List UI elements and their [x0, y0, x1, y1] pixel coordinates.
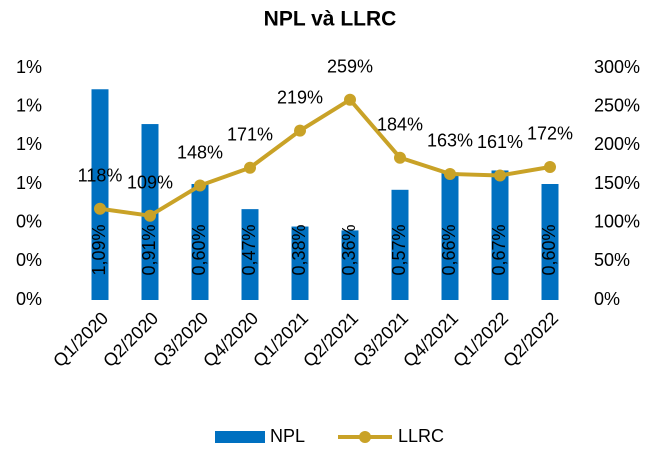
- line-value-label: 184%: [377, 114, 423, 134]
- bar: [441, 172, 459, 300]
- bar: [241, 209, 259, 300]
- y-tick-label: 1%: [16, 134, 42, 154]
- y2-tick-label: 150%: [594, 173, 640, 193]
- bar-value-label: 0,67%: [489, 224, 509, 275]
- bar-value-label: 0,60%: [189, 224, 209, 275]
- y2-tick-label: 300%: [594, 57, 640, 77]
- bar-value-label: 0,57%: [389, 224, 409, 275]
- line-value-label: 161%: [477, 132, 523, 152]
- bar: [191, 184, 209, 300]
- y2-tick-label: 50%: [594, 250, 630, 270]
- x-tick-label: Q2/2022: [499, 308, 562, 371]
- line-value-label: 163%: [427, 131, 473, 151]
- bar-value-label: 0,66%: [439, 224, 459, 275]
- bar-value-label: 0,36%: [339, 224, 359, 275]
- legend-swatch: [215, 431, 265, 443]
- chart-title: NPL và LLRC: [264, 8, 397, 31]
- y-tick-label: 0%: [16, 211, 42, 231]
- y2-tick-label: 0%: [594, 289, 620, 309]
- y2-tick-label: 100%: [594, 211, 640, 231]
- bar: [491, 170, 509, 300]
- bar-value-label: 0,60%: [539, 224, 559, 275]
- line-value-label: 148%: [177, 142, 223, 162]
- line-marker: [244, 161, 256, 174]
- line-marker: [494, 169, 506, 182]
- y-tick-label: 1%: [16, 57, 42, 77]
- line-marker: [94, 202, 106, 215]
- bar: [391, 189, 409, 300]
- bar-value-label: 0,47%: [239, 224, 259, 275]
- line-value-label: 118%: [78, 165, 123, 185]
- legend-label: NPL: [270, 426, 305, 446]
- line-value-label: 172%: [527, 124, 573, 144]
- legend-swatch: [359, 431, 371, 443]
- line-value-label: 259%: [327, 56, 373, 76]
- line-value-label: 219%: [277, 87, 323, 107]
- y-tick-label: 0%: [16, 250, 42, 270]
- line-marker: [294, 124, 306, 137]
- bar-value-label: 0,91%: [139, 224, 159, 275]
- y2-tick-label: 250%: [594, 95, 640, 115]
- bar-value-label: 0,38%: [289, 224, 309, 275]
- y-tick-label: 0%: [16, 289, 42, 309]
- line-marker: [194, 179, 206, 192]
- line: [99, 97, 551, 218]
- line-marker: [144, 209, 156, 222]
- line-marker: [444, 167, 456, 180]
- bar: [91, 89, 109, 301]
- bar-value-label: 1,09%: [89, 224, 109, 275]
- y-tick-label: 1%: [16, 173, 42, 193]
- line-marker: [544, 160, 556, 173]
- y2-tick-label: 200%: [594, 134, 640, 154]
- bar: [341, 230, 359, 300]
- y-tick-label: 1%: [16, 95, 42, 115]
- bar: [541, 184, 559, 300]
- line-marker: [394, 151, 406, 164]
- line-value-label: 171%: [227, 125, 273, 145]
- line-marker: [344, 93, 356, 106]
- legend-label: LLRC: [398, 426, 444, 446]
- bar: [291, 226, 309, 300]
- line-value-label: 109%: [127, 172, 173, 192]
